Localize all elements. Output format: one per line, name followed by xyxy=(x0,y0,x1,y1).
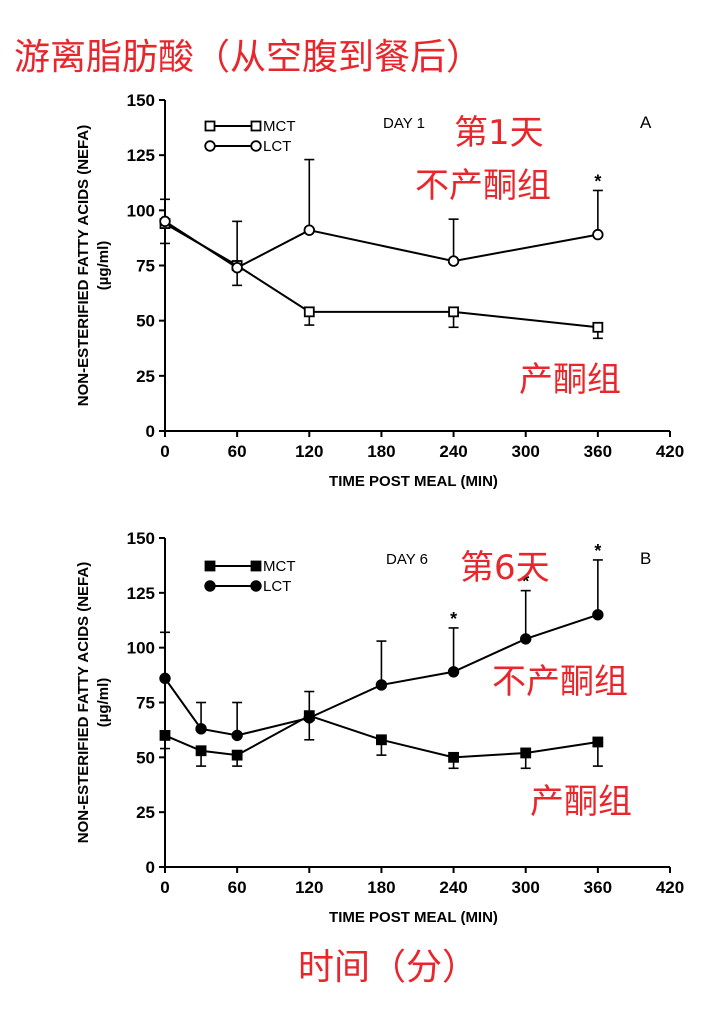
series-lct: * xyxy=(159,158,604,274)
significance-star: * xyxy=(594,541,601,561)
data-point xyxy=(447,666,460,678)
data-point xyxy=(195,745,207,757)
significance-star: * xyxy=(594,171,601,191)
legend-marker xyxy=(204,140,216,152)
y-tick-label: 25 xyxy=(136,803,155,822)
data-point xyxy=(520,633,532,645)
y-axis-title: NON-ESTERIFIED FATTY ACIDS (NEFA) xyxy=(75,562,92,843)
chart-panel-a: 0 25 50 75 100 125 150 0 60 120 180 240 300 360 420 TIM… xyxy=(75,91,684,490)
x-tick-label: 0 xyxy=(160,878,169,897)
legend-marker xyxy=(250,560,262,572)
data-point xyxy=(520,747,532,759)
significance-star: * xyxy=(450,609,457,629)
x-axis-title: TIME POST MEAL (MIN) xyxy=(329,473,498,490)
data-point xyxy=(159,672,171,685)
y-tick-label: 75 xyxy=(136,694,155,713)
series-line-mct xyxy=(164,714,599,759)
legend-label-mct: MCT xyxy=(263,118,296,135)
series-line-mct xyxy=(164,222,598,329)
series-mct xyxy=(159,218,604,340)
annotation-zh: 第6天 xyxy=(460,548,550,588)
y-tick-label: 100 xyxy=(127,639,155,658)
legend-marker xyxy=(250,580,262,592)
x-axis-caption-zh: 时间（分） xyxy=(298,947,479,988)
annotation-zh: 产酮组 xyxy=(530,782,632,822)
x-tick-label: 180 xyxy=(367,878,395,897)
legend-label-lct: LCT xyxy=(263,578,291,595)
x-tick-label: 120 xyxy=(295,878,323,897)
data-point xyxy=(448,751,459,763)
page-title: 游离脂肪酸（从空腹到餐后） xyxy=(14,37,483,78)
y-tick-label: 125 xyxy=(127,584,155,603)
legend-marker xyxy=(204,120,216,132)
legend-marker xyxy=(250,120,262,132)
data-point xyxy=(303,306,315,318)
annotation-zh: 第1天 xyxy=(454,113,544,153)
y-tick-label: 75 xyxy=(136,257,155,276)
panel-letter: A xyxy=(640,113,652,132)
x-tick-label: 0 xyxy=(160,442,169,461)
series-lct: * * * xyxy=(159,541,604,742)
annotation-zh: 产酮组 xyxy=(519,360,621,400)
y-tick-label: 50 xyxy=(136,748,155,767)
data-point xyxy=(448,306,459,318)
series-mct xyxy=(159,710,604,770)
y-tick-label: 50 xyxy=(136,312,155,331)
legend-marker xyxy=(204,560,216,572)
y-tick-label: 0 xyxy=(146,422,155,441)
legend-label-lct: LCT xyxy=(263,138,291,155)
y-axis-title: NON-ESTERIFIED FATTY ACIDS (NEFA) xyxy=(75,125,92,406)
legend-label-mct: MCT xyxy=(263,558,296,575)
data-point xyxy=(195,723,207,735)
legend-marker xyxy=(204,580,216,592)
x-tick-label: 300 xyxy=(512,878,540,897)
data-point xyxy=(592,609,604,621)
data-point xyxy=(303,712,315,724)
x-tick-label: 60 xyxy=(228,878,247,897)
data-point xyxy=(592,736,604,748)
series-line-lct xyxy=(164,613,599,737)
data-point xyxy=(159,215,171,228)
data-point xyxy=(447,255,460,267)
data-point xyxy=(376,734,387,746)
y-tick-label: 25 xyxy=(136,367,155,386)
x-axis-title: TIME POST MEAL (MIN) xyxy=(329,909,498,926)
legend-marker xyxy=(250,140,262,152)
y-tick-label: 100 xyxy=(127,201,155,220)
x-tick-label: 300 xyxy=(512,442,540,461)
y-tick-label: 150 xyxy=(127,91,155,110)
data-point xyxy=(375,679,388,691)
day-label: DAY 1 xyxy=(383,115,425,132)
day-label: DAY 6 xyxy=(386,551,428,568)
annotation-zh: 不产酮组 xyxy=(492,662,628,702)
x-tick-label: 360 xyxy=(584,878,612,897)
x-tick-label: 420 xyxy=(656,878,684,897)
chart-panel-b: 0 25 50 75 100 125 150 0 60 120 180 240 300 360 420 TIM… xyxy=(75,529,684,926)
x-tick-label: 420 xyxy=(656,442,684,461)
x-tick-label: 120 xyxy=(295,442,323,461)
data-point xyxy=(303,224,315,236)
x-tick-label: 240 xyxy=(439,878,467,897)
y-tick-label: 125 xyxy=(127,146,155,165)
x-tick-label: 60 xyxy=(228,442,247,461)
x-tick-label: 240 xyxy=(439,442,467,461)
data-point xyxy=(231,262,243,274)
data-point xyxy=(231,729,243,742)
x-tick-label: 360 xyxy=(584,442,612,461)
data-point xyxy=(592,321,604,333)
y-axis-unit: (µg/ml) xyxy=(95,678,112,727)
y-tick-label: 150 xyxy=(127,529,155,548)
data-point xyxy=(592,228,604,241)
data-point xyxy=(231,749,243,761)
x-tick-label: 180 xyxy=(367,442,395,461)
y-axis-unit: (µg/ml) xyxy=(95,241,112,290)
data-point xyxy=(159,730,171,741)
annotation-zh: 不产酮组 xyxy=(415,166,551,206)
panel-letter: B xyxy=(640,549,651,568)
y-tick-label: 0 xyxy=(146,858,155,877)
significance-star: * xyxy=(522,572,529,592)
